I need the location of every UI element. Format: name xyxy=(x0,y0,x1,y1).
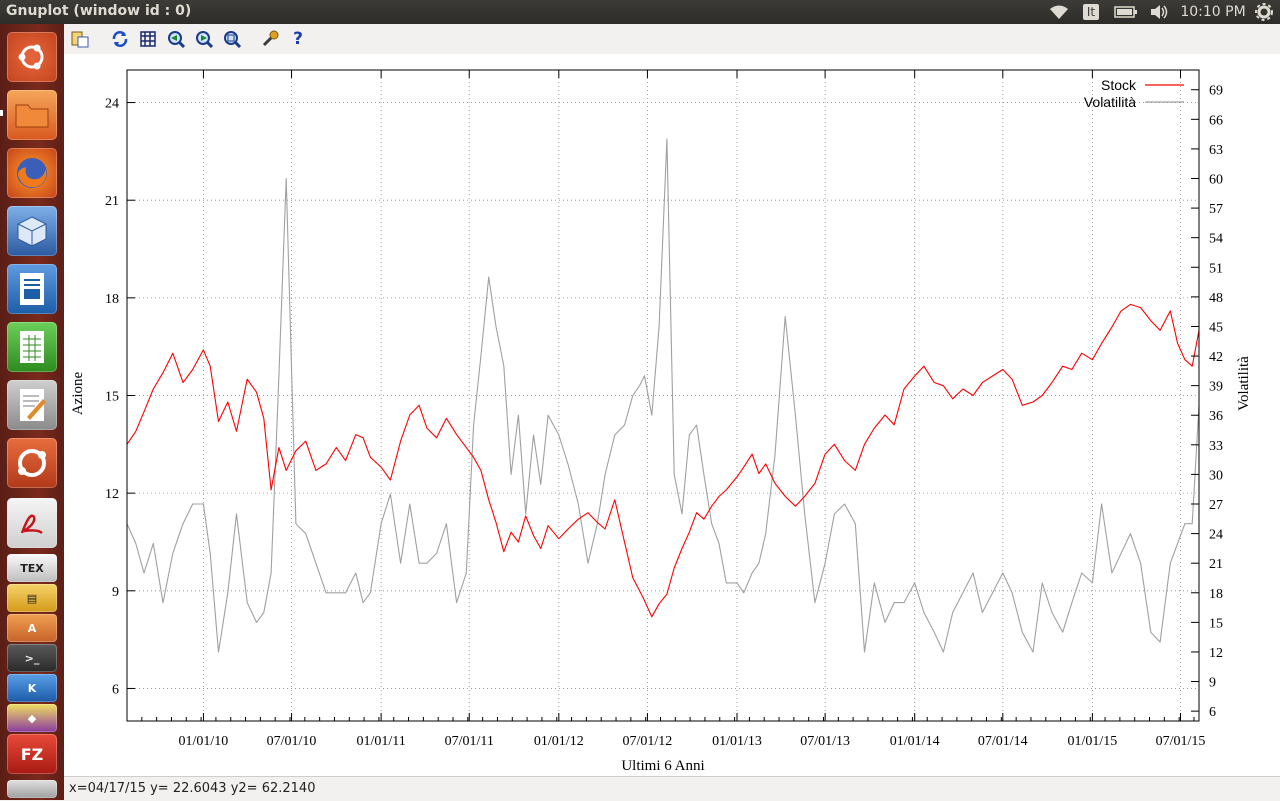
y2-tick-label: 60 xyxy=(1209,173,1223,188)
gnuplot-chart: 6912151821246912151821242730333639424548… xyxy=(70,69,1252,774)
y2-tick-label: 24 xyxy=(1209,528,1223,543)
launcher: TEX ▤ A >_ K ◆ FZ xyxy=(0,24,64,800)
y2-tick-label: 27 xyxy=(1209,498,1223,513)
y2-tick-label: 39 xyxy=(1209,380,1223,395)
y2-tick-label: 42 xyxy=(1209,350,1223,365)
series-line-stock xyxy=(126,303,1200,618)
launcher-filezilla-icon[interactable]: FZ xyxy=(7,734,57,774)
plot-area[interactable]: 6 9 12 15 18 21 24 6 9 12 15 18 21 24 27 30 33 36 39 42 45 48… xyxy=(64,54,1280,776)
grid-icon[interactable] xyxy=(138,29,158,49)
x-tick-label: 07/01/14 xyxy=(978,734,1028,749)
x-tick-label: 07/01/15 xyxy=(1156,734,1206,749)
y-tick-label: 21 xyxy=(105,194,119,209)
x-tick-label: 01/01/15 xyxy=(1067,734,1117,749)
y2-tick-label: 30 xyxy=(1209,468,1223,483)
launcher-archive-icon[interactable]: ▤ xyxy=(7,584,57,612)
keyboard-indicator[interactable]: It xyxy=(1080,0,1102,24)
y-tick-label: 15 xyxy=(105,390,119,405)
y2-tick-label: 63 xyxy=(1209,143,1223,158)
zoom-next-icon[interactable] xyxy=(194,29,214,49)
unzoom-icon[interactable] xyxy=(222,29,242,49)
y2-tick-label: 36 xyxy=(1209,409,1223,424)
x-tick-label: 01/01/11 xyxy=(356,734,405,749)
help-icon[interactable]: ? xyxy=(293,29,303,49)
launcher-virtualbox-icon[interactable] xyxy=(7,206,57,256)
copy-clipboard-icon[interactable] xyxy=(70,29,90,49)
battery-icon[interactable] xyxy=(1112,0,1140,24)
y2-tick-label: 66 xyxy=(1209,113,1223,128)
launcher-color-app-icon[interactable]: ◆ xyxy=(7,704,57,732)
y2-tick-label: 54 xyxy=(1209,232,1223,247)
y2-tick-label: 15 xyxy=(1209,616,1223,631)
y2-tick-label: 57 xyxy=(1209,202,1223,217)
axis-ticks: 6912151821246912151821242730333639424548… xyxy=(105,70,1223,749)
status-bar: x=04/17/15 y= 22.6043 y2= 62.2140 xyxy=(64,776,1280,801)
y2-tick-label: 45 xyxy=(1209,320,1223,335)
zoom-previous-icon[interactable] xyxy=(166,29,186,49)
y-axis-label: Azione xyxy=(70,372,86,416)
launcher-texmaker-icon[interactable]: TEX xyxy=(7,554,57,582)
gnuplot-toolbar: ? xyxy=(64,24,1280,54)
x-tick-label: 01/01/10 xyxy=(179,734,229,749)
legend-label: Stock xyxy=(1101,77,1137,93)
series-line-volatility xyxy=(126,138,1200,653)
y2-tick-label: 9 xyxy=(1209,676,1216,691)
wifi-icon[interactable] xyxy=(1046,0,1072,24)
x-tick-label: 07/01/11 xyxy=(445,734,494,749)
launcher-writer-icon[interactable] xyxy=(7,264,57,314)
session-gear-icon[interactable] xyxy=(1252,0,1276,24)
x-tick-label: 01/01/14 xyxy=(890,734,940,749)
y2-tick-label: 12 xyxy=(1209,646,1223,661)
y2-tick-label: 69 xyxy=(1209,84,1223,99)
x-tick-label: 07/01/10 xyxy=(267,734,317,749)
clock[interactable]: 10:10 PM xyxy=(1180,4,1246,20)
top-panel: Gnuplot (window id : 0) It 10:10 PM xyxy=(0,0,1280,24)
keyboard-layout-label: It xyxy=(1082,4,1100,20)
launcher-files-icon[interactable] xyxy=(7,90,57,140)
y2-tick-label: 48 xyxy=(1209,291,1223,306)
y2-tick-label: 18 xyxy=(1209,587,1223,602)
cursor-coordinates: x=04/17/15 y= 22.6043 y2= 62.2140 xyxy=(69,781,316,796)
launcher-drive-icon[interactable] xyxy=(7,780,57,798)
launcher-text-editor-icon[interactable] xyxy=(7,380,57,430)
y-tick-label: 9 xyxy=(112,585,119,600)
y2-axis-label: Volatilità xyxy=(1236,356,1252,411)
x-tick-label: 01/01/12 xyxy=(534,734,584,749)
launcher-calc-icon[interactable] xyxy=(7,322,57,372)
x-tick-label: 07/01/13 xyxy=(800,734,850,749)
config-icon[interactable] xyxy=(260,29,280,49)
launcher-ubuntu-logo-icon[interactable] xyxy=(7,32,57,82)
volume-icon[interactable] xyxy=(1146,0,1172,24)
window-title: Gnuplot (window id : 0) xyxy=(6,3,192,19)
launcher-software-center-icon[interactable]: A xyxy=(7,614,57,642)
x-tick-label: 07/01/12 xyxy=(623,734,673,749)
running-indicator xyxy=(0,110,3,116)
x-axis-label: Ultimi 6 Anni xyxy=(621,758,704,774)
y2-tick-label: 51 xyxy=(1209,261,1223,276)
legend-label: Volatilità xyxy=(1084,94,1136,110)
y-tick-label: 6 xyxy=(112,682,119,697)
grid-lines xyxy=(127,70,1199,721)
replot-icon[interactable] xyxy=(110,29,130,49)
launcher-acrobat-icon[interactable] xyxy=(7,498,57,548)
launcher-firefox-icon[interactable] xyxy=(7,148,57,198)
y-tick-label: 24 xyxy=(105,97,119,112)
launcher-ubuntu-one-icon[interactable] xyxy=(7,438,57,488)
data-series xyxy=(126,138,1200,653)
y2-tick-label: 33 xyxy=(1209,439,1223,454)
launcher-terminal-icon[interactable]: >_ xyxy=(7,644,57,672)
y2-tick-label: 21 xyxy=(1209,557,1223,572)
y-tick-label: 12 xyxy=(105,487,119,502)
x-tick-label: 01/01/13 xyxy=(712,734,762,749)
launcher-kde-icon[interactable]: K xyxy=(7,674,57,702)
y-tick-label: 18 xyxy=(105,292,119,307)
y2-tick-label: 6 xyxy=(1209,705,1216,720)
